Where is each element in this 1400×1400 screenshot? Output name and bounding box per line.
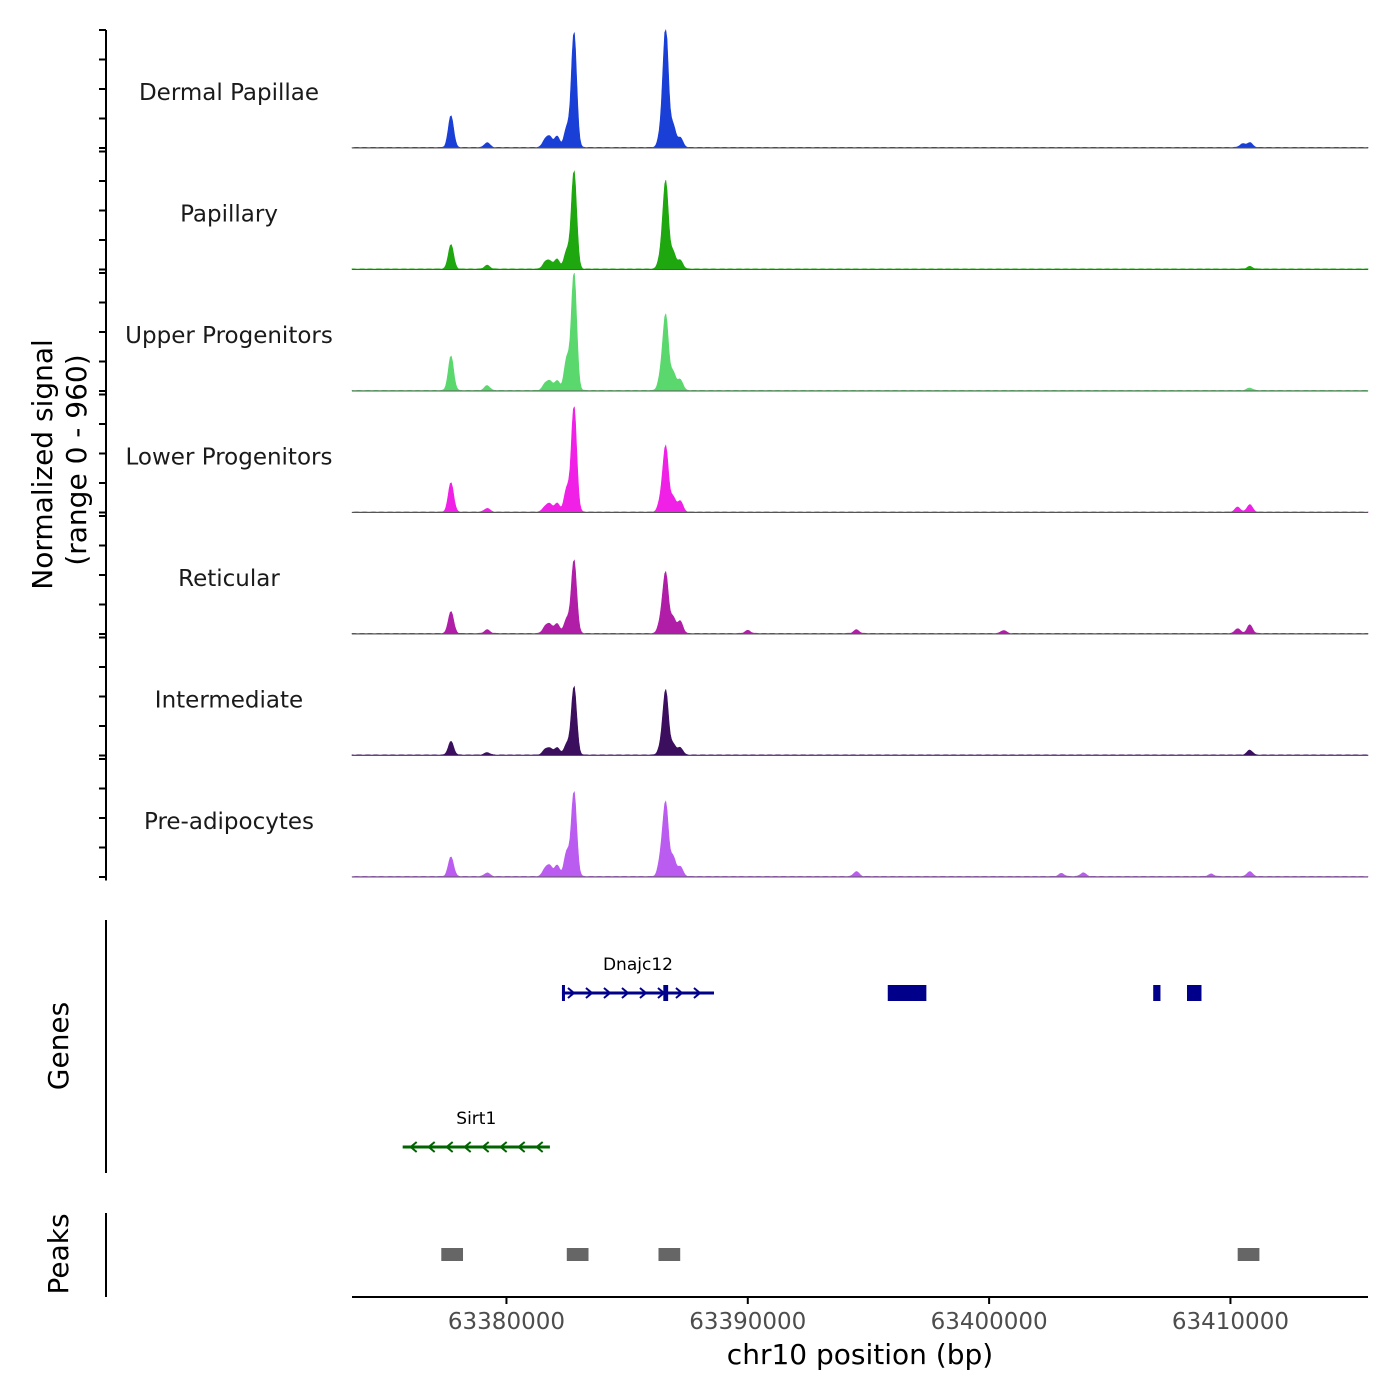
gene-label: Sirt1 <box>456 1109 496 1129</box>
track-label: Reticular <box>178 566 280 592</box>
gene-label: Dnajc12 <box>603 955 673 975</box>
strand-arrow <box>675 987 684 999</box>
strand-arrow <box>585 987 594 999</box>
signal-track: Upper Progenitors <box>99 272 1369 392</box>
signal-area <box>351 28 1369 149</box>
gene-exon <box>663 985 669 1001</box>
signal-area <box>351 559 1369 635</box>
x-tick-label: 63390000 <box>689 1309 806 1335</box>
peak-region <box>658 1248 681 1261</box>
strand-arrow <box>603 987 612 999</box>
y-axis-label-line1: Normalized signal <box>26 339 59 590</box>
x-axis-label: chr10 position (bp) <box>727 1338 993 1371</box>
gene-model: Dnajc12 <box>561 955 1202 1001</box>
strand-arrow <box>445 1141 454 1153</box>
gene-exon <box>561 985 565 1001</box>
y-axis-label-line2: (range 0 - 960) <box>60 354 93 565</box>
strand-arrow <box>427 1141 436 1153</box>
gene-exon <box>1153 985 1161 1001</box>
signal-track: Dermal Papillae <box>99 28 1369 149</box>
signal-track: Lower Progenitors <box>99 393 1369 514</box>
strand-arrow <box>535 1141 544 1153</box>
signal-area <box>351 170 1369 270</box>
signal-area <box>351 406 1369 513</box>
track-label: Dermal Papillae <box>139 80 319 106</box>
peaks-panel-label: Peaks <box>42 1213 75 1294</box>
strand-arrow <box>567 987 576 999</box>
x-tick-label: 63410000 <box>1172 1309 1289 1335</box>
strand-arrow <box>481 1141 490 1153</box>
gene-exon <box>1187 985 1202 1001</box>
peak-region <box>441 1248 464 1261</box>
signal-area <box>351 791 1369 878</box>
gene-model: Sirt1 <box>402 1109 550 1153</box>
strand-arrow <box>693 987 702 999</box>
x-axis: 63380000 63390000 63400000 63410000 <box>352 1296 1368 1335</box>
strand-arrow <box>621 987 630 999</box>
peaks-panel <box>105 1213 1260 1297</box>
signal-track: Intermediate <box>99 636 1369 757</box>
x-tick-label: 63400000 <box>931 1309 1048 1335</box>
genes-panel-label: Genes <box>42 1002 75 1090</box>
strand-arrow <box>517 1141 526 1153</box>
y-axis-label: Normalized signal (range 0 - 960) <box>26 330 93 589</box>
track-label: Upper Progenitors <box>125 323 333 349</box>
signal-area <box>351 685 1369 756</box>
signal-track: Reticular <box>99 515 1369 635</box>
track-label: Papillary <box>180 202 278 228</box>
gene-exon <box>887 985 927 1001</box>
x-tick-label: 63380000 <box>448 1309 565 1335</box>
strand-arrow <box>463 1141 472 1153</box>
track-label: Lower Progenitors <box>126 445 333 471</box>
track-label: Intermediate <box>155 688 303 714</box>
strand-arrow <box>409 1141 418 1153</box>
peak-region <box>1237 1248 1260 1261</box>
signal-track: Pre-adipocytes <box>99 758 1369 878</box>
strand-arrow <box>499 1141 508 1153</box>
strand-arrow <box>639 987 648 999</box>
signal-panel: Dermal Papillae Papillary Upper Progenitor… <box>99 28 1369 881</box>
peak-region <box>566 1248 589 1261</box>
signal-area <box>351 272 1369 392</box>
genes-panel: Dnajc12 Sirt1 <box>105 920 1202 1173</box>
track-label: Pre-adipocytes <box>144 809 314 835</box>
signal-track: Papillary <box>99 150 1369 271</box>
